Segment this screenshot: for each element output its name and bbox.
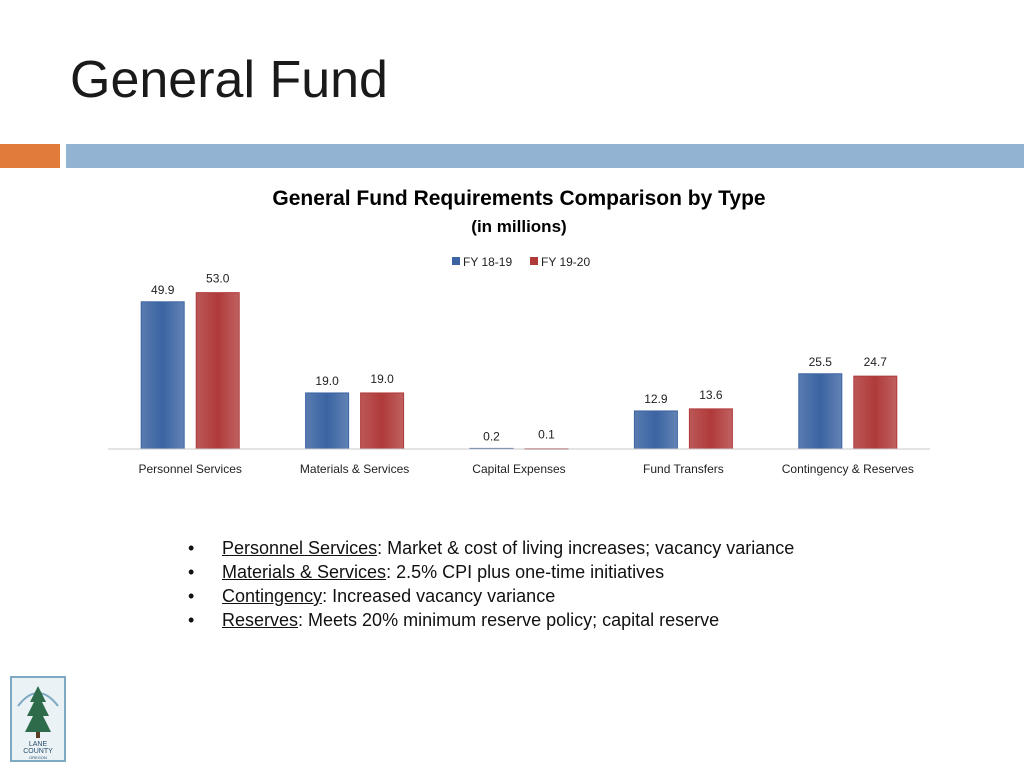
bar-1-3 [688, 408, 733, 450]
data-label: 19.0 [370, 372, 394, 386]
bar-0-3 [633, 410, 678, 450]
legend-label: FY 19-20 [541, 255, 590, 269]
slide-title: General Fund [70, 51, 388, 109]
data-label: 0.1 [538, 428, 555, 442]
lane-county-logo: LANE COUNTY OREGON [10, 676, 66, 762]
bar-chart: General Fund Requirements Comparison by … [108, 187, 930, 476]
bullet-item: Materials & Services: 2.5% CPI plus one-… [188, 560, 794, 584]
bullet-term: Reserves [222, 610, 299, 630]
header-rule [66, 144, 1024, 168]
x-tick-label: Personnel Services [139, 462, 242, 476]
tree-logo-icon [25, 686, 51, 738]
data-label: 0.2 [483, 429, 500, 443]
x-tick-label: Fund Transfers [643, 462, 724, 476]
chart-legend: FY 18-19 FY 19-20 [452, 255, 590, 269]
logo-text-line-1: LANE [29, 741, 48, 748]
legend-swatch [530, 257, 538, 265]
accent-bar [0, 144, 60, 168]
bullet-item: Personnel Services: Market & cost of liv… [188, 536, 794, 560]
bullet-item: Reserves: Meets 20% minimum reserve poli… [188, 608, 794, 632]
data-label: 12.9 [644, 392, 668, 406]
x-tick-label: Materials & Services [300, 462, 409, 476]
bullet-text: : Meets 20% minimum reserve policy; capi… [298, 610, 720, 630]
bar-0-1 [305, 392, 350, 450]
legend-swatch [452, 257, 460, 265]
bullet-text: : 2.5% CPI plus one-time initiatives [386, 562, 665, 582]
bullet-term: Contingency [222, 586, 323, 606]
bullet-text: : Market & cost of living increases; vac… [377, 538, 795, 558]
bullet-text: : Increased vacancy variance [322, 586, 556, 606]
bullet-item: Contingency: Increased vacancy variance [188, 584, 794, 608]
x-axis-ticks: Personnel Services Materials & Services Ca… [139, 462, 914, 476]
data-label: 13.6 [699, 388, 723, 402]
logo-text-line-3: OREGON [29, 755, 47, 760]
x-tick-label: Contingency & Reserves [782, 462, 914, 476]
logo-text-line-2: COUNTY [23, 748, 53, 755]
bullet-term: Personnel Services [222, 538, 378, 558]
chart-subtitle: (in millions) [471, 217, 566, 236]
data-label: 53.0 [206, 272, 230, 286]
x-tick-label: Capital Expenses [472, 462, 565, 476]
bar-1-0 [195, 292, 240, 450]
bullet-term: Materials & Services [222, 562, 387, 582]
bar-1-1 [360, 392, 405, 450]
data-label: 24.7 [864, 355, 888, 369]
data-label: 49.9 [151, 283, 175, 297]
bar-0-4 [798, 373, 843, 450]
data-label: 19.0 [315, 374, 339, 388]
data-label: 25.5 [809, 355, 833, 369]
chart-bars: 49.9 53.0 19.0 19.0 0.2 0.1 12.9 13.6 25.5 24.7 [140, 272, 898, 450]
bar-1-4 [853, 375, 898, 450]
bar-0-0 [140, 301, 185, 450]
chart-title: General Fund Requirements Comparison by … [272, 187, 765, 210]
legend-label: FY 18-19 [463, 255, 512, 269]
bullet-list: Personnel Services: Market & cost of liv… [188, 536, 794, 632]
